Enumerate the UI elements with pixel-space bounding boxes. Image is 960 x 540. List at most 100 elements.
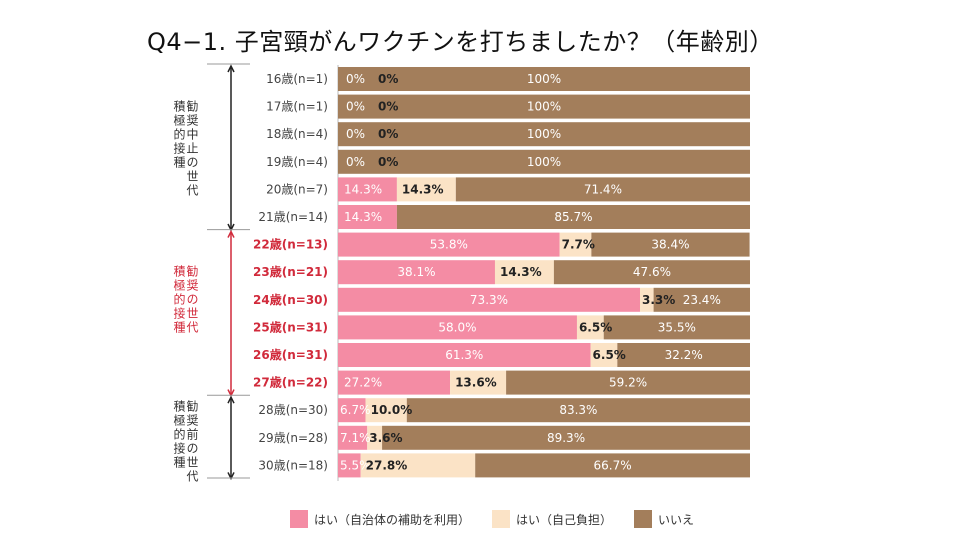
- data-label-subsidized: 73.3%: [470, 293, 508, 307]
- bar-segment-subsidized: [338, 177, 397, 202]
- bar-segment-self: [576, 315, 604, 340]
- category-label: 29歳(n=28): [258, 431, 328, 445]
- bracket-arrow-up-icon: [227, 229, 235, 238]
- data-label-self: 13.6%: [455, 376, 497, 390]
- data-label-self: 7.7%: [562, 238, 595, 252]
- data-label-no: 85.7%: [554, 210, 592, 224]
- data-label-self: 3.3%: [642, 293, 675, 307]
- category-label: 24歳(n=30): [253, 292, 328, 307]
- category-label: 26歳(n=31): [253, 347, 328, 362]
- category-label: 20歳(n=7): [266, 182, 328, 196]
- data-label-self: 6.5%: [593, 348, 626, 362]
- category-label: 19歳(n=4): [266, 155, 328, 169]
- stacked-bar-chart: 16歳(n=1) 0% 0% 100% 17歳(n=1) 0% 0% 100% 18歳(n=4)…: [207, 63, 750, 481]
- data-label-self: 27.8%: [366, 458, 408, 472]
- data-label-subsidized: 0%: [346, 155, 365, 169]
- category-label: 25歳(n=31): [253, 319, 328, 334]
- bar-segment-self: [367, 425, 383, 450]
- legend-swatch-no: [634, 510, 653, 528]
- legend-item-self: はい（自己負担）: [492, 510, 612, 528]
- bar-segment-subsidized: [338, 370, 451, 395]
- legend-item-subsidized: はい（自治体の補助を利用）: [290, 510, 470, 528]
- legend-label-no: いいえ: [658, 512, 695, 527]
- bar-segment-no: [475, 453, 750, 478]
- data-label-subsidized: 14.3%: [344, 182, 382, 196]
- bar-segment-subsidized: [338, 205, 397, 229]
- bracket-arrow-up-icon: [227, 395, 235, 404]
- bar-segment-no: [506, 370, 750, 395]
- data-label-no: 59.2%: [609, 376, 647, 390]
- data-label-subsidized: 0%: [346, 100, 365, 114]
- category-label: 18歳(n=4): [266, 127, 328, 141]
- bar-segment-no: [338, 122, 750, 147]
- category-label: 16歳(n=1): [266, 72, 328, 86]
- data-label-no: 100%: [527, 127, 561, 141]
- legend-label-subsidized: はい（自治体の補助を利用）: [314, 512, 471, 527]
- bar-segment-no: [591, 232, 750, 257]
- data-label-self: 14.3%: [402, 182, 444, 196]
- data-label-subsidized: 14.3%: [344, 210, 382, 224]
- legend-item-no: いいえ: [634, 510, 694, 528]
- data-label-subsidized: 58.0%: [438, 320, 476, 334]
- data-label-no: 100%: [527, 72, 561, 86]
- bar-segment-no: [338, 149, 750, 174]
- data-label-no: 100%: [527, 155, 561, 169]
- bar-segment-self: [639, 287, 654, 312]
- data-label-no: 23.4%: [683, 293, 721, 307]
- data-label-subsidized: 5.5%: [340, 458, 371, 472]
- data-label-no: 83.3%: [559, 403, 597, 417]
- bar-segment-self: [365, 398, 407, 423]
- data-label-subsidized: 6.7%: [340, 403, 371, 417]
- data-label-self: 6.5%: [579, 320, 612, 334]
- data-label-no: 32.2%: [665, 348, 703, 362]
- legend-swatch-self: [492, 510, 511, 528]
- bar-segment-no: [455, 177, 750, 202]
- bar-segment-self: [494, 260, 554, 285]
- bar-segment-no: [396, 205, 750, 229]
- bar-segment-no: [406, 398, 750, 423]
- data-label-subsidized: 61.3%: [445, 348, 483, 362]
- chart-title: Q4−1. 子宮頸がんワクチンを打ちましたか？（年齢別）: [147, 28, 774, 56]
- data-label-no: 47.6%: [633, 265, 671, 279]
- legend-label-self: はい（自己負担）: [516, 512, 613, 527]
- bar-segment-no: [617, 343, 750, 367]
- data-label-subsidized: 27.2%: [344, 376, 382, 390]
- group-label: 勧奨前の世代 積極的接種: [172, 400, 199, 484]
- bar-segment-subsidized: [338, 232, 560, 257]
- data-label-subsidized: 38.1%: [397, 265, 435, 279]
- bracket-arrow-up-icon: [227, 64, 235, 73]
- data-label-no: 66.7%: [594, 458, 632, 472]
- category-label: 21歳(n=14): [258, 210, 328, 224]
- data-label-self: 10.0%: [371, 403, 413, 417]
- data-label-no: 71.4%: [584, 182, 622, 196]
- data-label-subsidized: 0%: [346, 127, 365, 141]
- bar-segment-subsidized: [338, 343, 591, 367]
- data-label-no: 35.5%: [658, 320, 696, 334]
- category-label: 30歳(n=18): [258, 458, 328, 472]
- bar-segment-self: [360, 453, 476, 478]
- bar-segment-no: [382, 425, 750, 450]
- group-label: 勧奨中止の世代 積極的接種: [172, 100, 199, 198]
- bar-segment-subsidized: [338, 425, 368, 450]
- bar-segment-no: [338, 67, 750, 91]
- bar-segment-no: [603, 315, 750, 340]
- legend: はい（自治体の補助を利用） はい（自己負担） いいえ: [290, 509, 716, 529]
- data-label-subsidized: 7.1%: [340, 431, 371, 445]
- category-label: 23歳(n=21): [253, 264, 328, 279]
- data-label-self: 0%: [378, 155, 398, 169]
- data-label-no: 100%: [527, 100, 561, 114]
- bar-segment-self: [450, 370, 507, 395]
- bar-segment-self: [559, 232, 592, 257]
- data-label-self: 0%: [378, 127, 398, 141]
- category-label: 28歳(n=30): [258, 403, 328, 417]
- category-label: 27歳(n=22): [253, 375, 328, 390]
- bar-segment-self: [396, 177, 456, 202]
- legend-swatch-subsidized: [290, 510, 308, 528]
- bar-segment-subsidized: [338, 287, 640, 312]
- data-label-no: 89.3%: [547, 431, 585, 445]
- bar-segment-no: [338, 94, 750, 119]
- data-label-self: 0%: [378, 72, 398, 86]
- bar-segment-subsidized: [338, 260, 495, 285]
- bar-segment-subsidized: [338, 398, 366, 423]
- category-label: 22歳(n=13): [253, 237, 328, 252]
